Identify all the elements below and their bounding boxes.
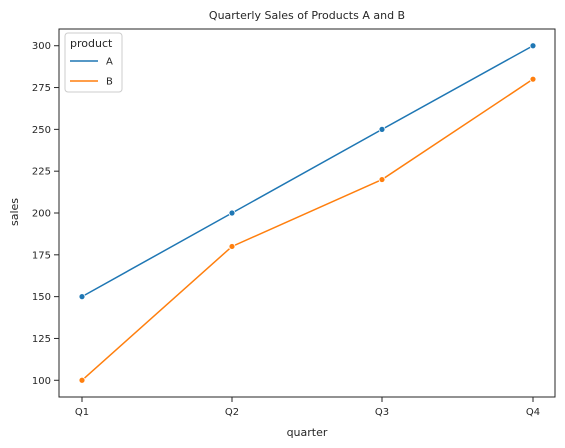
data-point-B — [378, 176, 386, 183]
chart-title: Quarterly Sales of Products A and B — [209, 9, 405, 22]
legend-box — [64, 32, 123, 93]
data-point-B — [228, 243, 236, 250]
x-tick-label: Q1 — [75, 407, 89, 418]
data-point-A — [228, 209, 236, 217]
x-tick-label: Q4 — [526, 407, 540, 418]
y-tick-label: 225 — [32, 167, 51, 178]
plot-frame — [58, 28, 556, 398]
legend-label-B: B — [106, 77, 113, 88]
y-tick-label: 200 — [32, 209, 51, 220]
legend-title: product — [70, 37, 113, 50]
y-tick-label: 100 — [32, 376, 51, 387]
y-tick-label: 175 — [32, 250, 51, 261]
series-line-B — [81, 78, 534, 381]
data-point-B — [78, 376, 86, 384]
series-layer — [78, 42, 537, 384]
data-point-A — [378, 125, 386, 133]
y-tick-label: 125 — [32, 334, 51, 345]
legend: product AB — [64, 32, 123, 93]
x-tick-label: Q2 — [225, 407, 239, 418]
x-axis: Q1 Q2 Q3 Q4 — [75, 397, 540, 418]
data-point-B — [529, 75, 537, 83]
series-line-A — [81, 45, 534, 298]
y-tick-label: 275 — [32, 83, 51, 94]
y-axis-title: sales — [8, 198, 21, 226]
legend-label-A: A — [106, 57, 113, 68]
data-point-A — [78, 293, 86, 301]
x-tick-label: Q3 — [375, 407, 389, 418]
y-tick-label: 250 — [32, 125, 51, 136]
y-tick-label: 300 — [32, 41, 51, 52]
data-point-A — [529, 42, 537, 50]
y-axis: 100 125 150 175 200 225 250 275 300 — [32, 41, 59, 387]
x-axis-title: quarter — [287, 426, 328, 439]
y-tick-label: 150 — [32, 292, 51, 303]
